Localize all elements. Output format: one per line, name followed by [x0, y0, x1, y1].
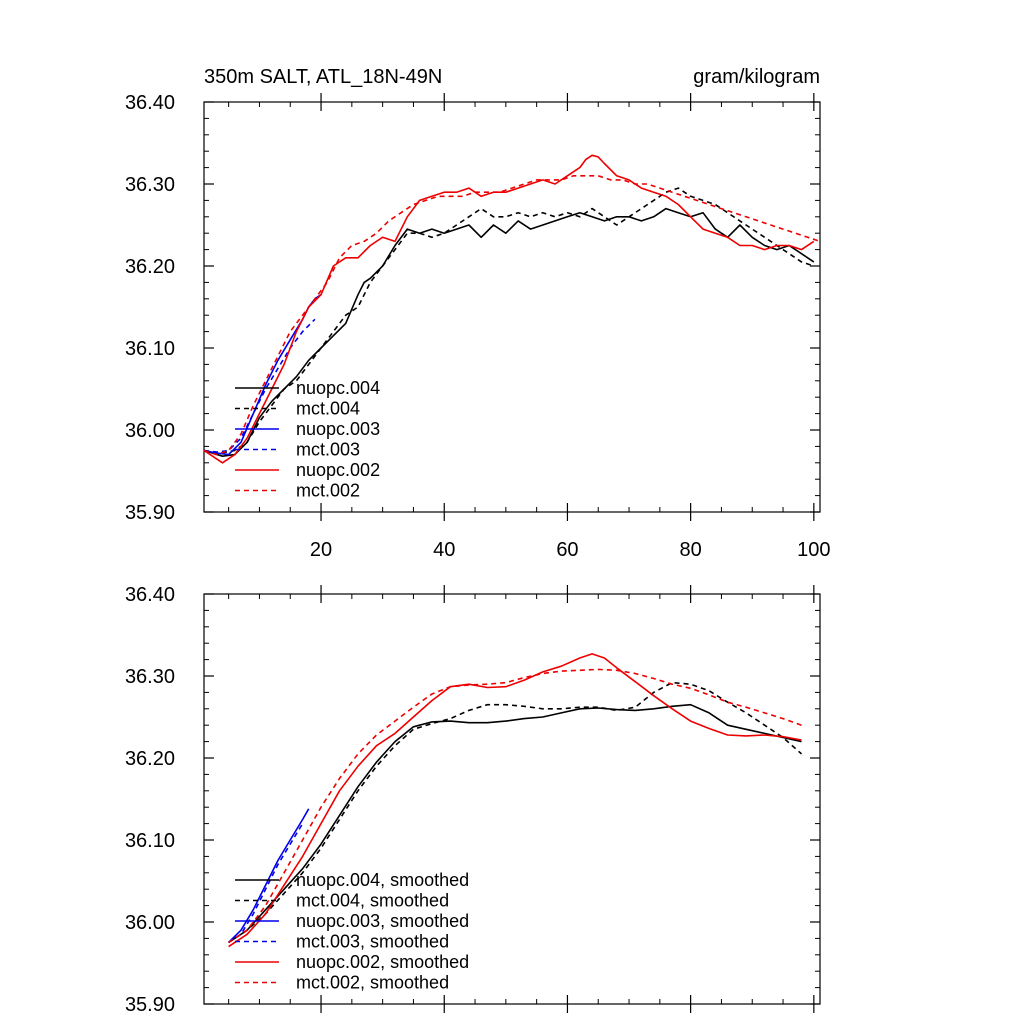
plot-frame [203, 101, 821, 513]
legend-label: mct.004, smoothed [296, 891, 449, 911]
series-line-mct-004-smoothed [228, 681, 803, 944]
legend-label: mct.003, smoothed [296, 932, 449, 952]
y-tick-label: 36.00 [125, 420, 175, 442]
y-tick-label: 36.20 [125, 748, 175, 770]
legend-label: nuopc.004, smoothed [296, 870, 469, 890]
legend-label: nuopc.003 [296, 419, 380, 439]
legend-label: nuopc.002, smoothed [296, 952, 469, 972]
y-tick-label: 36.30 [125, 174, 175, 196]
series-line-nuopc-004 [203, 207, 815, 458]
legend-label: mct.004 [296, 399, 360, 419]
y-tick-label: 35.90 [125, 994, 175, 1016]
plot-frame [203, 593, 821, 1005]
y-tick-label: 36.10 [125, 338, 175, 360]
x-tick-label: 100 [797, 539, 830, 561]
y-tick-label: 36.10 [125, 830, 175, 852]
series-line-mct-003 [203, 318, 316, 453]
top-panel: 20 40 60 80 100 35.90 36.00 36.10 36.20 36.30 36.4… [125, 92, 831, 561]
chart-title: 350m SALT, ATL_18N-49N [204, 66, 442, 88]
y-tick-label: 36.40 [125, 92, 175, 114]
y-tick-label: 36.00 [125, 912, 175, 934]
y-tick-label: 36.20 [125, 256, 175, 278]
legend-label: nuopc.003, smoothed [296, 911, 469, 931]
legend-label: nuopc.004 [296, 378, 380, 398]
y-tick-label: 35.90 [125, 502, 175, 524]
y-tick-label: 36.30 [125, 666, 175, 688]
y-tick-label: 36.40 [125, 584, 175, 606]
series-line-nuopc-002-smoothed [228, 653, 802, 948]
series-line-mct-003-smoothed [228, 823, 304, 944]
x-tick-label: 20 [310, 539, 332, 561]
legend-label: mct.002 [296, 481, 360, 501]
series-line-nuopc-003-smoothed [228, 808, 310, 944]
series-line-mct-002 [203, 175, 821, 456]
x-tick-label: 80 [680, 539, 702, 561]
series-line-mct-004 [203, 187, 815, 454]
legend-label: nuopc.002 [296, 460, 380, 480]
series-line-nuopc-004-smoothed [228, 703, 802, 944]
x-tick-label: 60 [556, 539, 578, 561]
legend-label: mct.003 [296, 440, 360, 460]
legend-label: mct.002, smoothed [296, 973, 449, 993]
units-label: gram/kilogram [693, 66, 820, 88]
series-line-mct-002-smoothed [228, 668, 802, 944]
bottom-panel: 35.90 36.00 36.10 36.20 36.30 36.40 nuopc.004,… [125, 584, 821, 1016]
x-tick-label: 40 [433, 539, 455, 561]
series-line-nuopc-002 [203, 154, 815, 464]
